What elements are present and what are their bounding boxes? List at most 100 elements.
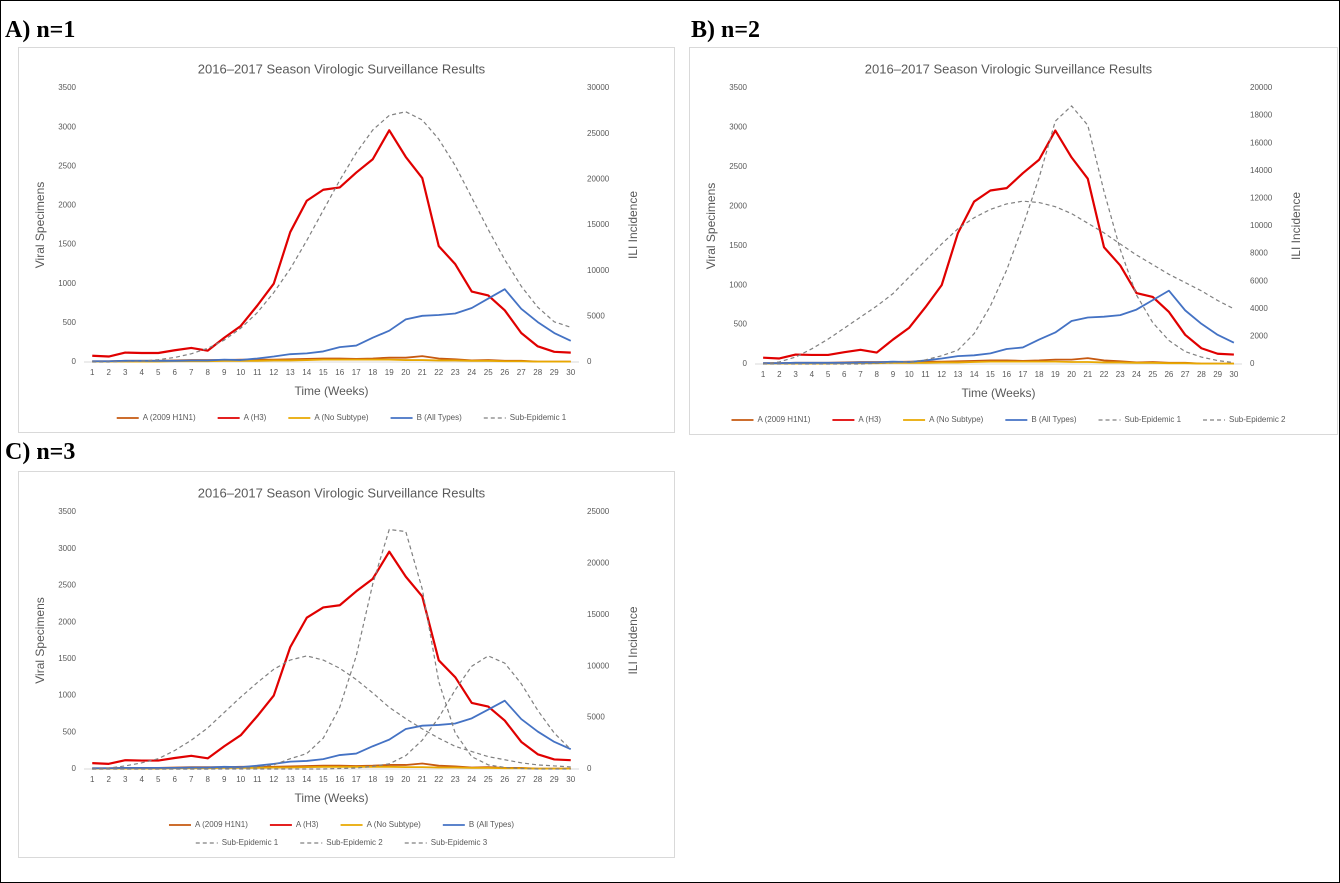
x-tick-label: 24	[467, 368, 476, 377]
x-tick-label: 13	[953, 370, 962, 379]
x-tick-label: 23	[451, 368, 460, 377]
legend-label: Sub-Epidemic 2	[326, 838, 383, 847]
x-tick-label: 4	[140, 368, 145, 377]
y2-tick-label: 0	[587, 764, 592, 773]
x-tick-label: 26	[500, 775, 509, 784]
x-tick-label: 17	[352, 368, 361, 377]
y-tick-label: 1000	[58, 691, 76, 700]
x-tick-label: 3	[123, 775, 128, 784]
series-line	[92, 655, 572, 770]
x-tick-label: 8	[206, 368, 211, 377]
x-tick-label: 2	[107, 775, 112, 784]
x-tick-label: 24	[1132, 370, 1141, 379]
y2-tick-label: 0	[1250, 359, 1255, 368]
x-tick-label: 9	[891, 370, 896, 379]
x-tick-label: 24	[467, 775, 476, 784]
y-tick-label: 2000	[58, 617, 76, 626]
panel-label: C) n=3	[5, 439, 76, 465]
x-tick-label: 5	[156, 775, 161, 784]
x-tick-label: 3	[793, 370, 798, 379]
y2-tick-label: 10000	[587, 661, 610, 670]
chart: 2016–2017 Season Virologic Surveillance …	[18, 471, 675, 858]
x-tick-label: 29	[550, 368, 559, 377]
series-line	[763, 200, 1235, 365]
x-axis-label: Time (Weeks)	[961, 386, 1035, 400]
x-tick-label: 18	[1035, 370, 1044, 379]
x-tick-label: 14	[970, 370, 979, 379]
x-tick-label: 10	[236, 775, 245, 784]
series-line	[92, 550, 571, 765]
x-tick-label: 22	[434, 368, 443, 377]
x-tick-label: 22	[1100, 370, 1109, 379]
y-tick-label: 1000	[58, 279, 76, 288]
x-tick-label: 19	[1051, 370, 1060, 379]
x-tick-label: 15	[319, 368, 328, 377]
x-tick-label: 8	[875, 370, 880, 379]
y2-tick-label: 10000	[1250, 221, 1273, 230]
y-axis-label: Viral Specimens	[33, 597, 47, 683]
x-tick-label: 16	[335, 775, 344, 784]
x-tick-label: 1	[90, 368, 95, 377]
y2-tick-label: 25000	[587, 507, 610, 516]
legend-label: Sub-Epidemic 2	[1229, 415, 1286, 424]
y-tick-label: 2500	[729, 162, 747, 171]
legend-label: A (H3)	[244, 413, 267, 422]
x-tick-label: 11	[253, 368, 262, 377]
x-tick-label: 1	[761, 370, 766, 379]
x-tick-label: 6	[173, 368, 178, 377]
y2-tick-label: 4000	[1250, 304, 1268, 313]
y-tick-label: 0	[743, 359, 748, 368]
y-tick-label: 500	[734, 320, 748, 329]
x-axis-label: Time (Weeks)	[294, 384, 368, 398]
y2-tick-label: 15000	[587, 220, 610, 229]
x-tick-label: 17	[1018, 370, 1027, 379]
y-axis-label: Viral Specimens	[33, 182, 47, 268]
y-tick-label: 0	[72, 764, 77, 773]
x-tick-label: 10	[236, 368, 245, 377]
x-tick-label: 26	[500, 368, 509, 377]
x-tick-label: 2	[107, 368, 112, 377]
legend-label: B (All Types)	[1031, 415, 1077, 424]
x-tick-label: 25	[1148, 370, 1157, 379]
y-tick-label: 0	[72, 357, 77, 366]
x-tick-label: 7	[189, 368, 194, 377]
legend-row: Sub-Epidemic 1 Sub-Epidemic 2 Sub-Epidemic…	[195, 838, 488, 847]
y-tick-label: 1500	[58, 240, 76, 249]
x-tick-label: 28	[533, 775, 542, 784]
chart: 2016–2017 Season Virologic Surveillance …	[689, 47, 1338, 435]
y-tick-label: 3000	[729, 123, 747, 132]
legend-row: A (2009 H1N1) A (H3) A (No Subtype) B (All …	[168, 820, 514, 829]
x-tick-label: 5	[156, 368, 161, 377]
chart-title: 2016–2017 Season Virologic Surveillance …	[198, 61, 486, 76]
x-tick-label: 6	[842, 370, 847, 379]
x-tick-label: 7	[858, 370, 863, 379]
y-tick-label: 500	[63, 727, 77, 736]
x-tick-label: 20	[401, 775, 410, 784]
x-tick-label: 30	[566, 368, 575, 377]
x-axis-label: Time (Weeks)	[294, 791, 368, 805]
x-tick-label: 9	[222, 775, 227, 784]
y2-tick-label: 10000	[587, 266, 610, 275]
y2-tick-label: 20000	[587, 174, 610, 183]
x-tick-label: 9	[222, 368, 227, 377]
x-tick-label: 30	[566, 775, 575, 784]
x-tick-label: 1	[90, 775, 95, 784]
series-line	[92, 111, 571, 363]
x-tick-label: 13	[286, 775, 295, 784]
legend-label: A (No Subtype)	[367, 820, 422, 829]
legend-label: Sub-Epidemic 1	[222, 838, 279, 847]
x-tick-label: 21	[1083, 370, 1092, 379]
series-line	[92, 528, 571, 770]
x-tick-label: 4	[140, 775, 145, 784]
x-tick-label: 14	[302, 775, 311, 784]
x-tick-label: 28	[1197, 370, 1206, 379]
y2-tick-label: 18000	[1250, 111, 1273, 120]
chart-title: 2016–2017 Season Virologic Surveillance …	[198, 485, 486, 500]
x-tick-label: 23	[1116, 370, 1125, 379]
legend-label: A (2009 H1N1)	[143, 413, 196, 422]
x-tick-label: 29	[550, 775, 559, 784]
y2-tick-label: 30000	[587, 83, 610, 92]
x-tick-label: 29	[1213, 370, 1222, 379]
x-tick-label: 19	[385, 368, 394, 377]
x-tick-label: 6	[173, 775, 178, 784]
